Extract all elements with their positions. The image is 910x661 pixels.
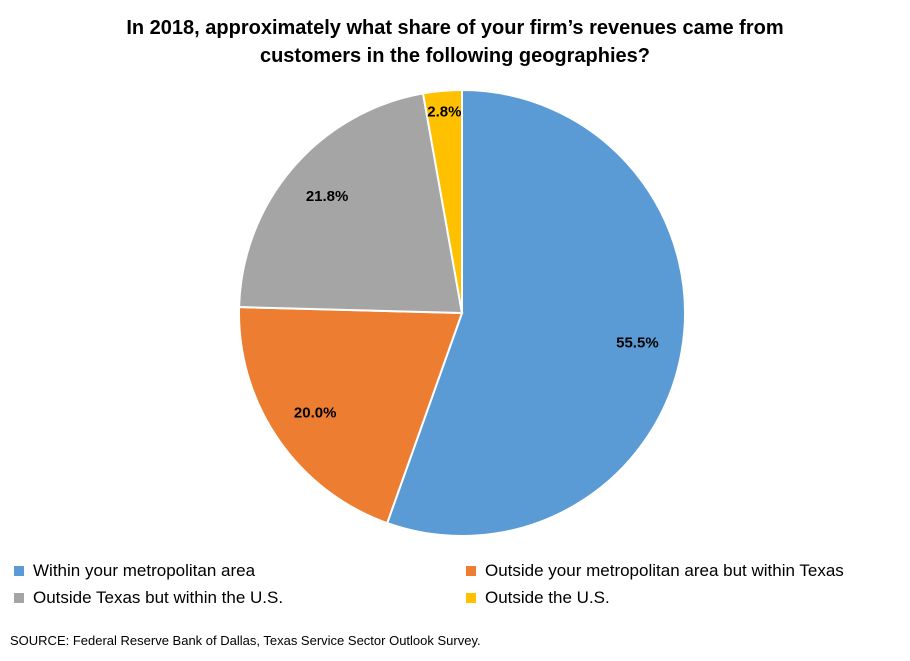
legend-label: Within your metropolitan area xyxy=(33,561,256,580)
source-note: SOURCE: Federal Reserve Bank of Dallas, … xyxy=(10,633,481,648)
legend-swatch xyxy=(14,566,24,576)
chart-title-line-1: In 2018, approximately what share of you… xyxy=(126,17,784,39)
pie-slice-outside-us xyxy=(421,88,463,314)
legend-swatch xyxy=(466,566,476,576)
data-label-within-metro: 55.5% xyxy=(616,334,659,351)
legend-item-outside-texas-within-us: Outside Texas but within the U.S. xyxy=(14,587,283,609)
legend-label: Outside the U.S. xyxy=(485,588,610,607)
legend-label: Outside Texas but within the U.S. xyxy=(33,588,284,607)
pie-slice-within-metro xyxy=(385,88,686,537)
legend-item-within-metro: Within your metropolitan area xyxy=(14,560,255,582)
legend-item-outside-us: Outside the U.S. xyxy=(466,587,610,609)
legend-swatch xyxy=(14,593,24,603)
legend-label: Outside your metropolitan area but withi… xyxy=(485,561,844,580)
data-label-outside-metro-within-texas: 20.0% xyxy=(294,405,337,422)
data-label-outside-texas-within-us: 21.8% xyxy=(306,188,349,205)
legend-item-outside-metro-within-texas: Outside your metropolitan area but withi… xyxy=(466,560,844,582)
chart-title-line-2: customers in the following geographies? xyxy=(259,45,651,67)
chart-title: In 2018, approximately what share of you… xyxy=(0,14,910,70)
data-label-outside-us: 2.8% xyxy=(427,104,461,121)
pie-slice-outside-metro-within-texas xyxy=(238,306,464,525)
pie-slice-outside-texas-within-us xyxy=(238,92,464,315)
legend-swatch xyxy=(466,593,476,603)
